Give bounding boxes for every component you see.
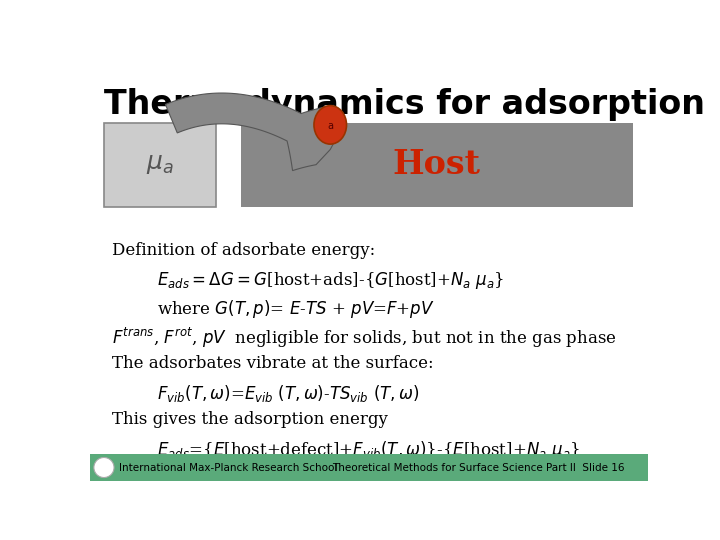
Bar [241,123,632,207]
Text: a: a [328,122,333,131]
Ellipse shape [314,106,346,144]
Text: $E_{ads}$$=$$\Delta G$$=$$G$[host+ads]-{$G$[host]+$N_a$ $\mu_a$}: $E_{ads}$$=$$\Delta G$$=$$G$[host+ads]-{… [157,270,505,291]
Text: Host: Host [393,148,481,181]
Text: This gives the adsorption energy: This gives the adsorption energy [112,411,388,428]
Text: $\mu_a$: $\mu_a$ [146,153,174,177]
Bar [90,455,648,481]
Text: $F_{vib}(T,\omega)$=$E_{vib}$ $(T,\omega)$-$TS_{vib}$ $(T,\omega)$: $F_{vib}(T,\omega)$=$E_{vib}$ $(T,\omega… [157,383,419,404]
Bar [104,123,216,207]
Text: International Max-Planck Research School: International Max-Planck Research School [120,462,338,472]
Text: The adsorbates vibrate at the surface:: The adsorbates vibrate at the surface: [112,355,434,372]
Text: where $G(T,p)$= $E$-$TS$ + $pV$=$F$+$pV$: where $G(T,p)$= $E$-$TS$ + $pV$=$F$+$pV$ [157,298,435,320]
Polygon shape [166,93,340,171]
Text: Theoretical Methods for Surface Science Part II  Slide 16: Theoretical Methods for Surface Science … [332,462,625,472]
Text: $F^{trans}$, $F^{rot}$, $pV$  negligible for solids, but not in the gas phase: $F^{trans}$, $F^{rot}$, $pV$ negligible … [112,326,617,350]
Text: Thermodynamics for adsorption: Thermodynamics for adsorption [104,88,705,121]
Text: $E_{ads}$={$E$[host+defect]+$F_{vib}(T,\omega)$}-{$E$[host]+$N_a$ $\mu_a$}: $E_{ads}$={$E$[host+defect]+$F_{vib}(T,\… [157,440,580,462]
Text: Definition of adsorbate energy:: Definition of adsorbate energy: [112,241,376,259]
Circle shape [94,457,114,477]
